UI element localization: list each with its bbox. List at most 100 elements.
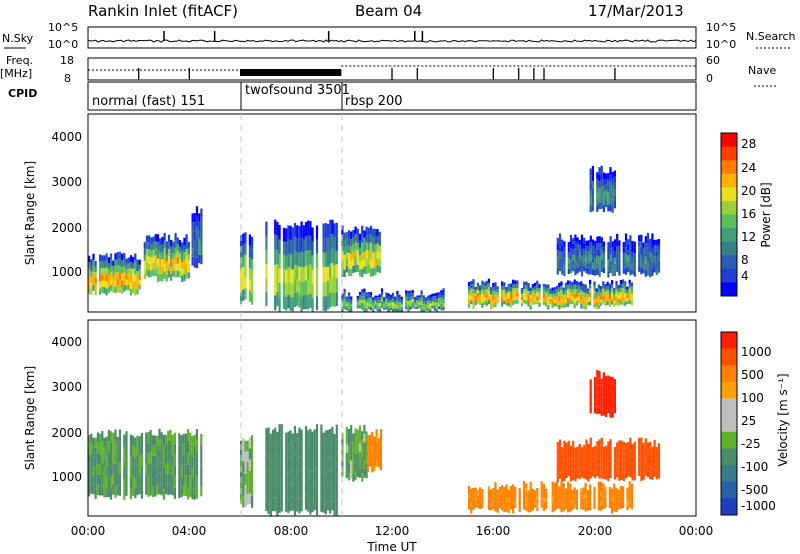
velocity-cell bbox=[536, 499, 539, 504]
power-cell bbox=[372, 309, 375, 312]
velocity-cell bbox=[580, 467, 584, 473]
velocity-cell bbox=[356, 469, 359, 477]
velocity-cell bbox=[630, 505, 633, 510]
power-cell bbox=[367, 250, 370, 258]
velocity-cell bbox=[604, 493, 607, 498]
power-cell bbox=[642, 252, 645, 258]
power-cell bbox=[322, 223, 325, 238]
velocity-cell bbox=[580, 447, 584, 453]
power-cell bbox=[293, 264, 297, 279]
velocity-cell bbox=[265, 428, 268, 442]
power-cell bbox=[567, 284, 570, 290]
power-cell bbox=[343, 305, 346, 310]
velocity-cell bbox=[605, 375, 608, 383]
velocity-cell bbox=[563, 467, 566, 475]
velocity-cell bbox=[180, 435, 183, 446]
velocity-cell bbox=[145, 453, 148, 464]
power-cell bbox=[644, 249, 647, 257]
velocity-cell bbox=[368, 434, 372, 440]
power-cell bbox=[626, 295, 629, 299]
power-cell bbox=[438, 297, 441, 301]
power-cell bbox=[481, 285, 484, 290]
power-cell bbox=[282, 227, 286, 242]
power-cell bbox=[156, 250, 160, 259]
velocity-cell bbox=[474, 491, 477, 495]
power-cell bbox=[562, 294, 565, 298]
velocity-cell bbox=[269, 460, 272, 475]
power-cell bbox=[627, 261, 630, 267]
velocity-cell bbox=[593, 505, 596, 509]
velocity-cell bbox=[107, 485, 110, 498]
power-cell bbox=[358, 292, 362, 295]
velocity-cell bbox=[187, 487, 190, 500]
nsky-left-tick-top: 10^5 bbox=[48, 21, 78, 34]
power-cell bbox=[492, 291, 495, 296]
power-cell bbox=[110, 278, 113, 285]
power-cell bbox=[345, 296, 348, 299]
power-cb-tick-28: 28 bbox=[741, 137, 756, 151]
power-cell bbox=[99, 281, 102, 289]
velocity-cell bbox=[638, 450, 641, 457]
velocity-cell bbox=[278, 483, 281, 499]
power-cell bbox=[572, 265, 575, 272]
power-cell bbox=[322, 238, 325, 253]
velocity-cell bbox=[607, 454, 610, 462]
power-cell bbox=[516, 296, 519, 300]
power-cell bbox=[378, 238, 381, 246]
velocity-cell bbox=[629, 450, 632, 458]
power-cell bbox=[185, 264, 188, 272]
velocity-cell bbox=[99, 474, 102, 486]
power-cell bbox=[148, 256, 151, 264]
velocity-cell bbox=[474, 497, 477, 501]
power-cell bbox=[244, 265, 247, 277]
velocity-cell bbox=[320, 424, 323, 439]
velocity-cell bbox=[564, 506, 567, 510]
power-cell bbox=[545, 299, 548, 303]
power-cell bbox=[398, 303, 401, 307]
velocity-cell bbox=[335, 439, 338, 455]
power-cell bbox=[396, 297, 399, 302]
power-cell bbox=[607, 179, 610, 186]
velocity-cell bbox=[617, 502, 620, 507]
power-cell bbox=[571, 289, 574, 294]
power-cell bbox=[136, 288, 139, 295]
nsearch-label: N.Search bbox=[746, 30, 796, 43]
velocity-colorbar-swatch bbox=[721, 415, 737, 433]
velocity-cell bbox=[651, 446, 654, 453]
velocity-cell bbox=[618, 474, 621, 481]
velocity-cell bbox=[562, 497, 565, 502]
power-cell bbox=[487, 282, 490, 288]
power-cell bbox=[569, 288, 572, 293]
velocity-cell bbox=[315, 469, 319, 485]
power-cell bbox=[553, 296, 556, 300]
velocity-cell bbox=[171, 444, 174, 455]
velocity-cell bbox=[640, 459, 643, 467]
velocity-cell bbox=[158, 461, 161, 473]
power-cell bbox=[248, 245, 251, 257]
power-cell bbox=[591, 257, 595, 264]
power-cell bbox=[244, 254, 247, 266]
power-cell bbox=[240, 258, 243, 270]
velocity-cell bbox=[140, 476, 143, 488]
velocity-cell bbox=[324, 486, 327, 501]
power-cell bbox=[116, 272, 119, 279]
velocity-cell bbox=[479, 487, 482, 491]
power-cell bbox=[329, 234, 332, 249]
power-cell bbox=[563, 247, 566, 253]
power-cell bbox=[626, 292, 629, 296]
velocity-cell bbox=[158, 472, 161, 484]
velocity-cell bbox=[558, 472, 562, 479]
power-cell bbox=[483, 285, 486, 290]
power-cell bbox=[242, 289, 245, 301]
power-cell bbox=[352, 258, 355, 266]
power-cell bbox=[143, 266, 146, 273]
power-cell bbox=[583, 260, 586, 266]
power-cell bbox=[640, 261, 643, 268]
velocity-cell bbox=[165, 474, 168, 485]
power-cell bbox=[385, 295, 388, 299]
power-cell bbox=[584, 284, 587, 289]
velocity-cell bbox=[487, 498, 490, 503]
velocity-cell bbox=[291, 484, 294, 498]
power-cell bbox=[195, 226, 199, 238]
power-cell bbox=[356, 235, 359, 243]
